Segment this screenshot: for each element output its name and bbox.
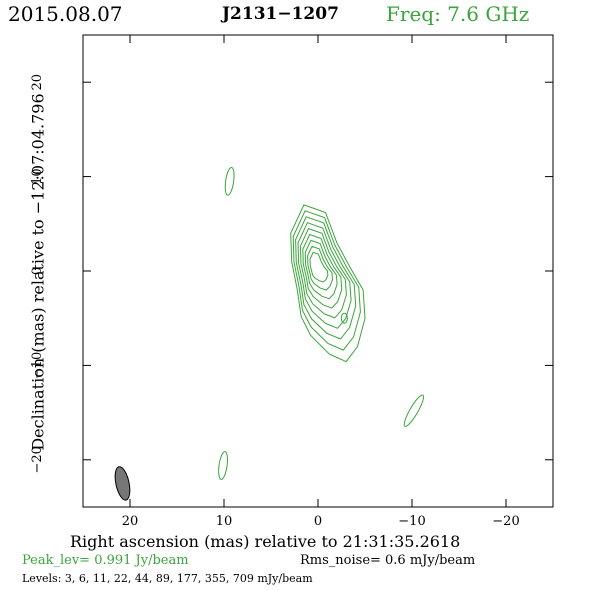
x-tick-label: 20	[122, 514, 139, 529]
source-contours	[290, 204, 366, 363]
isolated-contour	[403, 394, 425, 427]
y-tick-label: −20	[30, 446, 45, 473]
y-tick-label: 0	[30, 267, 45, 275]
contour-level	[309, 251, 329, 283]
contour-levels: Levels: 3, 6, 11, 22, 44, 89, 177, 355, …	[22, 572, 313, 585]
y-tick-label: −10	[30, 352, 45, 379]
x-tick-label: 10	[216, 514, 233, 529]
x-tick-label: −10	[398, 514, 425, 529]
x-tick-label: 0	[314, 514, 322, 529]
x-tick-label: −20	[492, 514, 519, 529]
beam-ellipse	[114, 466, 131, 501]
contour-level	[302, 233, 343, 309]
isolated-contour	[218, 451, 228, 480]
contour-level	[307, 245, 334, 291]
peak-level: Peak_lev= 0.991 Jy/beam	[22, 553, 189, 568]
x-axis-label: Right ascension (mas) relative to 21:31:…	[70, 532, 461, 551]
source-name: J2131−1207	[222, 4, 339, 24]
plot-frame	[82, 34, 554, 508]
y-axis-label: Declination (mas) relative to −12:07:04.…	[28, 93, 48, 451]
contour-level	[290, 204, 366, 363]
contour-level	[292, 210, 361, 351]
observation-date: 2015.08.07	[8, 2, 123, 26]
isolated-contour	[224, 166, 235, 196]
contour-level	[295, 216, 357, 340]
y-tick-label: 20	[30, 74, 45, 91]
contour-level	[304, 239, 338, 300]
contour-level	[299, 227, 347, 319]
frequency-label: Freq: 7.6 GHz	[386, 2, 530, 26]
y-tick-label: 10	[30, 168, 45, 185]
contour-level	[297, 222, 352, 329]
rms-noise: Rms_noise= 0.6 mJy/beam	[300, 553, 476, 568]
jet-component-contour	[340, 312, 348, 324]
